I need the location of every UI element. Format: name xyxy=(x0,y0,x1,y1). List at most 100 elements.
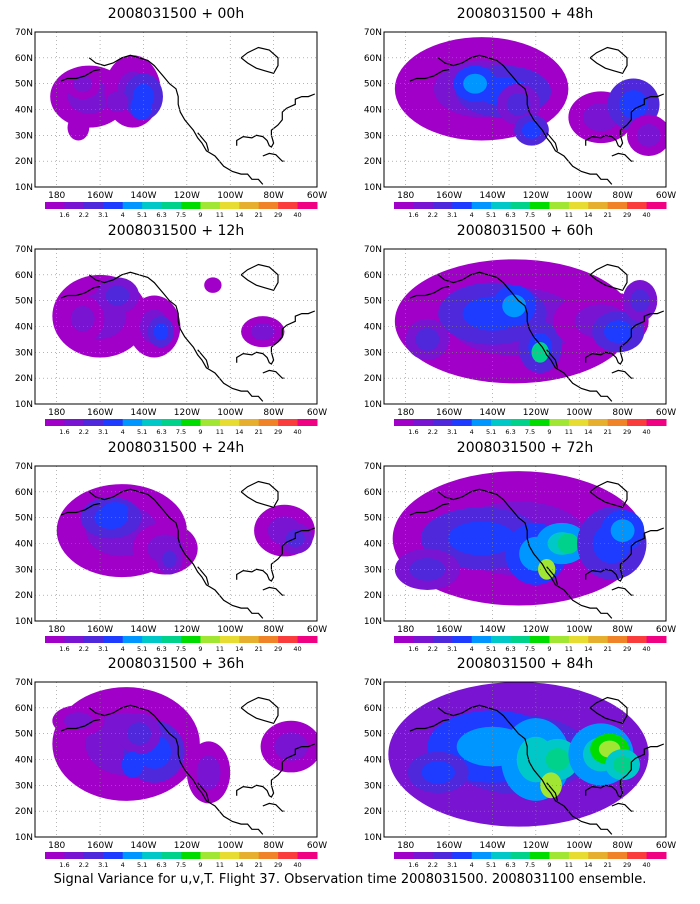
colorbar-swatch xyxy=(432,852,453,859)
panel-title-p24: 2008031500 + 24h xyxy=(107,440,245,456)
lon-tick-label: 60W xyxy=(656,408,676,418)
colorbar-swatch xyxy=(471,202,492,209)
colorbar-label: 7.5 xyxy=(525,645,535,653)
colorbar-swatch xyxy=(432,202,453,209)
lon-tick-label: 160W xyxy=(436,841,462,851)
colorbar-swatch xyxy=(219,419,240,426)
colorbar-swatch xyxy=(103,636,124,643)
colorbar-swatch xyxy=(646,636,667,643)
colorbar-label: 5.1 xyxy=(486,428,496,436)
coastline-segment xyxy=(437,488,613,619)
colorbar-label: 29 xyxy=(623,645,631,653)
colorbar-swatch xyxy=(627,852,648,859)
colorbar-label: 40 xyxy=(293,428,301,436)
map-frame xyxy=(383,31,667,188)
coastline-segment xyxy=(88,54,264,185)
coastline-segment xyxy=(88,271,264,402)
colorbar-swatch xyxy=(45,419,65,426)
lat-tick-label: 60N xyxy=(15,704,33,714)
colorbar-swatch xyxy=(239,419,260,426)
colorbar-label: 2.2 xyxy=(79,428,89,436)
lat-tick-label: 40N xyxy=(364,756,382,766)
colorbar-swatch xyxy=(394,419,414,426)
lon-tick-label: 180 xyxy=(48,191,65,201)
colorbar-label: 14 xyxy=(235,861,243,869)
colorbar-swatch xyxy=(646,852,667,859)
colorbar-label: 21 xyxy=(604,428,612,436)
colorbar-label: 14 xyxy=(584,861,592,869)
lon-tick-label: 140W xyxy=(130,191,156,201)
colorbar-label: 40 xyxy=(642,861,650,869)
coastline-segment xyxy=(409,718,450,732)
colorbar-label: 7.5 xyxy=(525,428,535,436)
colorbar-label: 11 xyxy=(216,861,224,869)
lat-tick-label: 30N xyxy=(15,131,33,141)
variance-blob xyxy=(619,90,648,119)
lon-tick-label: 140W xyxy=(130,841,156,851)
lat-tick-label: 10N xyxy=(15,617,33,627)
colorbar-swatch xyxy=(627,419,648,426)
colorbar-label: 21 xyxy=(255,645,263,653)
colorbar-label: 21 xyxy=(255,861,263,869)
variance-blob xyxy=(415,328,440,351)
coastline-segment xyxy=(589,696,628,725)
lon-tick-label: 80W xyxy=(612,841,632,851)
colorbar-swatch xyxy=(45,852,65,859)
lon-tick-label: 180 xyxy=(397,841,414,851)
lat-tick-label: 50N xyxy=(364,514,382,524)
lon-tick-label: 120W xyxy=(174,841,200,851)
variance-blob xyxy=(613,756,633,774)
lon-tick-label: 100W xyxy=(566,625,592,635)
lat-tick-label: 70N xyxy=(15,462,33,472)
variance-blob xyxy=(106,91,129,113)
lat-tick-label: 30N xyxy=(15,565,33,575)
lon-tick-label: 100W xyxy=(217,625,243,635)
colorbar-swatch xyxy=(568,419,589,426)
map-panel-p60: 70N 60N 50N 40N 30N 20N 10N 180 160W 140W 120W 100W… xyxy=(364,245,676,436)
lon-tick-label: 100W xyxy=(217,841,243,851)
lon-tick-label: 160W xyxy=(436,625,462,635)
variance-blob xyxy=(105,285,130,306)
colorbar-swatch xyxy=(452,202,473,209)
colorbar-swatch xyxy=(588,852,609,859)
lat-tick-label: 40N xyxy=(364,323,382,333)
lat-tick-label: 70N xyxy=(364,678,382,688)
variance-field xyxy=(394,259,658,384)
colorbar-label: 29 xyxy=(623,861,631,869)
coastline-segment xyxy=(60,285,101,299)
colorbar-label: 40 xyxy=(642,428,650,436)
colorbar-label: 4 xyxy=(470,428,474,436)
lon-tick-label: 180 xyxy=(397,191,414,201)
colorbar-swatch xyxy=(471,852,492,859)
colorbar-swatch xyxy=(588,636,609,643)
colorbar-swatch xyxy=(278,202,299,209)
variance-blob xyxy=(121,751,144,778)
colorbar-label: 5.1 xyxy=(486,211,496,219)
lon-tick-label: 160W xyxy=(436,408,462,418)
lat-tick-label: 60N xyxy=(364,54,382,64)
variance-blob xyxy=(162,550,177,568)
colorbar-label: 29 xyxy=(623,211,631,219)
colorbar-swatch xyxy=(413,852,434,859)
lat-tick-label: 10N xyxy=(15,833,33,843)
colorbar-swatch xyxy=(530,636,550,643)
variance-blob xyxy=(603,320,633,344)
colorbar-swatch xyxy=(239,202,260,209)
lon-tick-label: 140W xyxy=(130,408,156,418)
colorbar-swatch xyxy=(568,852,589,859)
lon-tick-label: 160W xyxy=(87,625,113,635)
colorbar-label: 3.1 xyxy=(98,211,108,219)
lat-tick-label: 20N xyxy=(364,591,382,601)
colorbar-label: 5.1 xyxy=(486,645,496,653)
lon-tick-label: 140W xyxy=(479,191,505,201)
colorbar-label: 4 xyxy=(121,428,125,436)
variance-blob xyxy=(204,277,222,293)
coastline-segment xyxy=(437,704,613,835)
lon-tick-label: 180 xyxy=(48,408,65,418)
colorbar-label: 9 xyxy=(547,428,551,436)
colorbar-swatch xyxy=(219,852,240,859)
variance-blob xyxy=(540,772,562,799)
colorbar-swatch xyxy=(83,202,104,209)
map-panel-p84: 70N 60N 50N 40N 30N 20N 10N 180 160W 140W 120W 100W… xyxy=(364,678,676,869)
lat-tick-label: 60N xyxy=(364,271,382,281)
